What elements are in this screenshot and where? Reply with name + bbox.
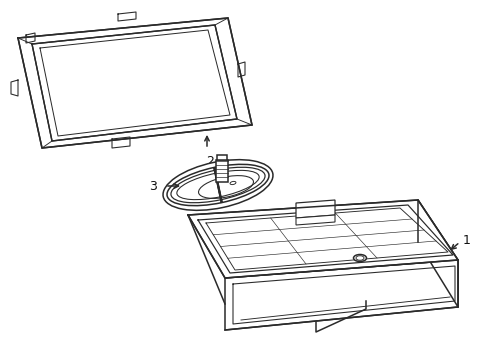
- Text: 2: 2: [205, 155, 214, 168]
- Polygon shape: [295, 200, 334, 218]
- Text: 1: 1: [462, 234, 470, 247]
- Text: 3: 3: [149, 180, 157, 193]
- Ellipse shape: [177, 170, 259, 200]
- Ellipse shape: [171, 167, 264, 203]
- Ellipse shape: [167, 164, 268, 206]
- Ellipse shape: [353, 255, 366, 261]
- Ellipse shape: [163, 160, 272, 210]
- Polygon shape: [417, 200, 457, 307]
- Polygon shape: [187, 200, 457, 278]
- Polygon shape: [295, 215, 334, 225]
- Polygon shape: [224, 260, 457, 330]
- Bar: [217, 155, 226, 160]
- Polygon shape: [32, 25, 237, 141]
- Bar: [216, 160, 227, 182]
- Polygon shape: [18, 18, 251, 148]
